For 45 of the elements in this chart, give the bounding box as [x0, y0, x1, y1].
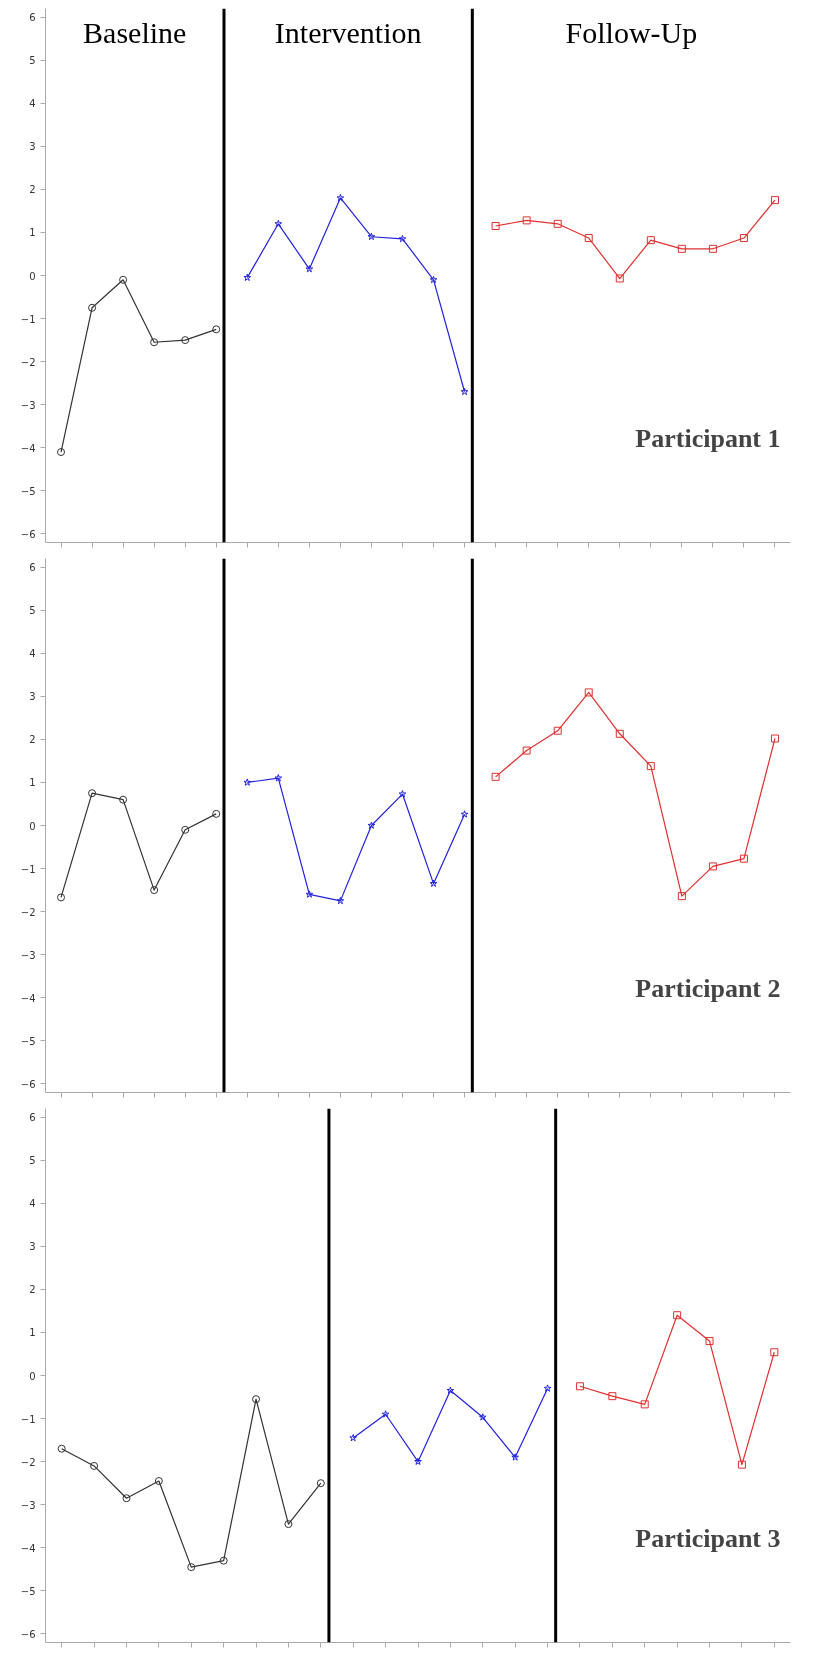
y-tick-label: −1 — [20, 863, 36, 875]
y-tick-label: 4 — [29, 648, 36, 660]
y-tick-label: −5 — [20, 1585, 36, 1597]
y-tick-label: −3 — [20, 949, 36, 961]
y-tick-label: −2 — [20, 1456, 36, 1468]
y-tick-label: 1 — [29, 777, 36, 789]
y-tick-label: 5 — [29, 55, 36, 67]
annotation: Participant 1 — [635, 423, 781, 453]
y-tick-label: 1 — [29, 227, 36, 239]
y-tick-label: −4 — [20, 442, 36, 454]
y-tick-label: 6 — [29, 12, 36, 24]
y-tick-label: 6 — [29, 562, 36, 574]
y-tick-label: −2 — [20, 356, 36, 368]
annotation: Participant 3 — [635, 1523, 781, 1553]
y-tick-label: −1 — [20, 313, 36, 325]
y-tick-label: −1 — [20, 1413, 36, 1425]
y-tick-label: 0 — [29, 1370, 36, 1382]
y-tick-label: 2 — [29, 184, 36, 196]
y-tick-label: −2 — [20, 906, 36, 918]
y-tick-label: 0 — [29, 270, 36, 282]
annotation: Participant 2 — [635, 973, 781, 1003]
y-tick-label: 1 — [29, 1327, 36, 1339]
y-tick-label: 5 — [29, 605, 36, 617]
annotation: Baseline — [83, 15, 187, 49]
y-tick-label: −5 — [20, 1035, 36, 1047]
y-tick-label: 2 — [29, 1284, 36, 1296]
annotation: Intervention — [274, 15, 422, 49]
y-tick-label: −6 — [20, 1628, 36, 1640]
y-tick-label: 2 — [29, 734, 36, 746]
y-tick-label: 5 — [29, 1155, 36, 1167]
annotation: Follow-Up — [565, 15, 698, 49]
y-tick-label: −4 — [20, 992, 36, 1004]
y-tick-label: 3 — [29, 141, 36, 153]
y-tick-label: 3 — [29, 691, 36, 703]
y-tick-label: −3 — [20, 1499, 36, 1511]
y-tick-label: 4 — [29, 98, 36, 110]
y-tick-label: −5 — [20, 485, 36, 497]
y-tick-label: −3 — [20, 399, 36, 411]
y-tick-label: −6 — [20, 528, 36, 540]
y-tick-label: −4 — [20, 1542, 36, 1554]
y-tick-label: 0 — [29, 820, 36, 832]
y-tick-label: 4 — [29, 1198, 36, 1210]
y-tick-label: −6 — [20, 1078, 36, 1090]
y-tick-label: 3 — [29, 1241, 36, 1253]
y-tick-label: 6 — [29, 1112, 36, 1124]
